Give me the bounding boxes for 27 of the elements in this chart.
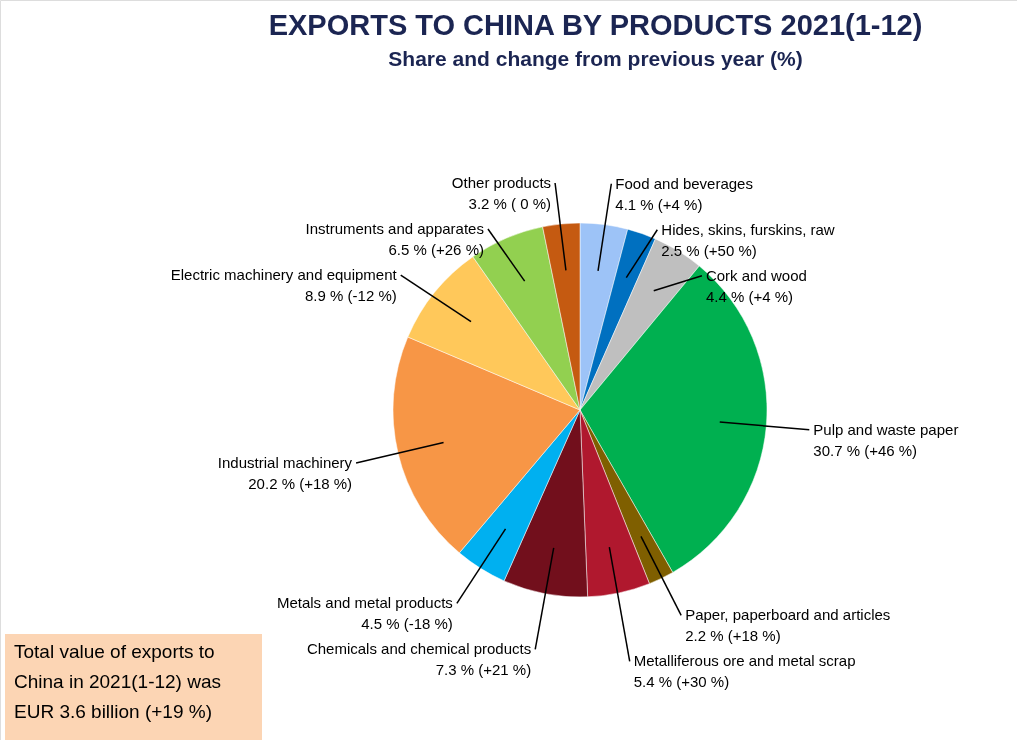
data-label: 6.5 % (+26 %): [388, 241, 484, 259]
data-label: 4.1 % (+4 %): [615, 195, 703, 213]
data-label: 20.2 % (+18 %): [248, 474, 353, 492]
data-label: 30.7 % (+46 %): [813, 441, 918, 459]
slice-label: Electric machinery and equipment: [170, 266, 398, 284]
data-label: 2.2 % (+18 %): [685, 627, 781, 645]
data-label: 8.9 % (-12 %): [305, 287, 397, 305]
slice-label: Industrial machinery: [217, 453, 353, 471]
data-label: 4.4 % (+4 %): [705, 287, 794, 305]
slice-label: Metals and metal products: [276, 594, 453, 612]
slice-label: Paper, paperboard and articles: [685, 606, 891, 624]
data-label: 5.4 % (+30 %): [633, 673, 730, 691]
data-label: 3.2 % ( 0 %): [468, 195, 552, 213]
slice-label: Other products: [451, 174, 552, 192]
data-label: 4.5 % (-18 %): [361, 615, 453, 633]
slice-label: Cork and wood: [705, 266, 807, 284]
chart-subtitle: Share and change from previous year (%): [388, 47, 803, 70]
slice-label: Chemicals and chemical products: [306, 640, 532, 658]
data-label: 7.3 % (+21 %): [435, 661, 532, 679]
chart-title: EXPORTS TO CHINA BY PRODUCTS 2021(1-12): [268, 9, 923, 41]
text: Total value of exports to China in 2021(1-12) was EUR 3.6 billion (+19 %): [14, 641, 222, 722]
slice-label: Hides, skins, furskins, raw: [661, 220, 835, 238]
slice-label: Pulp and waste paper: [813, 420, 959, 438]
slice-label: Food and beverages: [615, 174, 753, 192]
data-label: 2.5 % (+50 %): [661, 241, 757, 259]
slice-label: Metalliferous ore and metal scrap: [633, 652, 856, 670]
slice-label: Instruments and apparates: [305, 220, 484, 238]
